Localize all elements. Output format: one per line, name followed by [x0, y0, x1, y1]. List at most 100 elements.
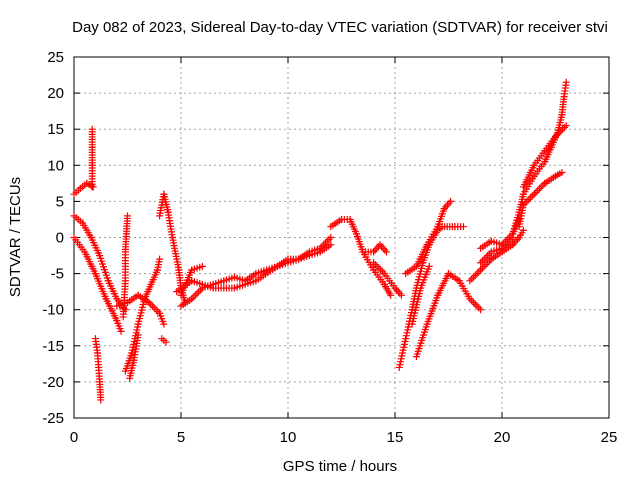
data-point: [519, 226, 527, 234]
data-point: [468, 275, 476, 283]
data-point: [537, 183, 545, 191]
data-point: [378, 243, 386, 251]
data-point: [528, 192, 536, 200]
data-point: [198, 262, 206, 270]
data-point: [532, 188, 540, 196]
data-point: [195, 288, 203, 296]
y-tick-label: -5: [51, 266, 64, 283]
x-tick-label: 5: [177, 429, 185, 446]
data-point: [397, 291, 405, 299]
data-point: [469, 298, 477, 306]
data-point: [562, 122, 570, 130]
data-point: [558, 169, 566, 177]
data-point: [379, 244, 387, 252]
data-point: [475, 268, 483, 276]
data-point: [443, 201, 451, 209]
data-point: [527, 194, 535, 202]
x-axis-label: GPS time / hours: [283, 458, 397, 475]
y-tick-label: -20: [42, 374, 64, 391]
axis-ticks: 0 5 10 15 20 25 -25 -20 -15 -10 -5 0 5 10 15 20 25: [42, 49, 617, 446]
data-point: [478, 257, 486, 265]
data-point: [97, 396, 105, 404]
data-point: [88, 125, 96, 133]
data-point: [381, 246, 389, 254]
data-point: [500, 239, 508, 247]
data-point: [387, 291, 395, 299]
data-point: [117, 327, 125, 335]
data-point: [160, 320, 168, 328]
data-point: [471, 300, 479, 308]
data-point: [484, 259, 492, 267]
data-point: [530, 190, 538, 198]
data-point: [148, 302, 156, 310]
data-point: [134, 331, 142, 339]
data-point: [477, 259, 485, 267]
data-point: [468, 297, 476, 305]
y-tick-label: 5: [56, 193, 64, 210]
data-point: [162, 338, 170, 346]
data-point: [562, 78, 570, 86]
data-point: [371, 246, 379, 254]
data-point: [478, 264, 486, 272]
x-tick-label: 25: [601, 429, 618, 446]
y-tick-label: 10: [47, 157, 64, 174]
data-point: [156, 255, 164, 263]
data-point: [193, 289, 201, 297]
data-point: [480, 255, 488, 263]
data-point: [373, 244, 381, 252]
data-point: [189, 293, 197, 301]
data-point: [477, 266, 485, 274]
y-axis-label: SDTVAR / TECUs: [7, 177, 24, 297]
x-tick-label: 10: [280, 429, 297, 446]
data-point: [539, 181, 547, 189]
data-point: [382, 248, 390, 256]
data-point: [325, 235, 333, 243]
data-point: [373, 262, 381, 270]
data-point: [477, 306, 485, 314]
data-point: [375, 264, 383, 272]
data-point: [480, 262, 488, 270]
data-point: [502, 237, 510, 245]
data-point: [393, 286, 401, 294]
data-point: [459, 223, 467, 231]
data-point: [447, 197, 455, 205]
y-tick-label: -10: [42, 302, 64, 319]
data-point: [505, 234, 513, 241]
y-tick-label: -25: [42, 410, 64, 427]
data-point: [510, 239, 518, 247]
data-point: [486, 257, 494, 265]
data-point: [327, 234, 335, 241]
data-point: [525, 196, 533, 204]
data-point: [425, 262, 433, 270]
data-point: [323, 237, 331, 245]
data-point: [534, 187, 542, 195]
data-point: [321, 239, 329, 247]
data-point: [482, 261, 490, 269]
data-point: [473, 302, 481, 310]
x-tick-label: 20: [494, 429, 511, 446]
y-tick-label: 25: [47, 49, 64, 66]
data-point: [191, 291, 199, 299]
data-point: [394, 288, 402, 296]
data-point: [152, 306, 160, 314]
y-tick-label: 20: [47, 85, 64, 102]
data-point: [466, 277, 474, 285]
data-point: [471, 271, 479, 279]
data-point: [475, 304, 483, 312]
x-tick-label: 15: [387, 429, 404, 446]
data-point: [482, 253, 490, 261]
data-point: [396, 289, 404, 297]
y-tick-label: 0: [56, 230, 64, 247]
data-point: [376, 241, 384, 249]
data-point: [150, 304, 158, 312]
chart-title: Day 082 of 2023, Sidereal Day-to-day VTE…: [72, 19, 608, 36]
data-point: [559, 125, 567, 133]
data-point: [469, 273, 477, 281]
data-point: [473, 270, 481, 278]
data-point: [124, 212, 131, 220]
data-point: [503, 235, 511, 243]
data-point: [512, 237, 520, 245]
data-point: [327, 241, 335, 249]
y-tick-label: -15: [42, 338, 64, 355]
